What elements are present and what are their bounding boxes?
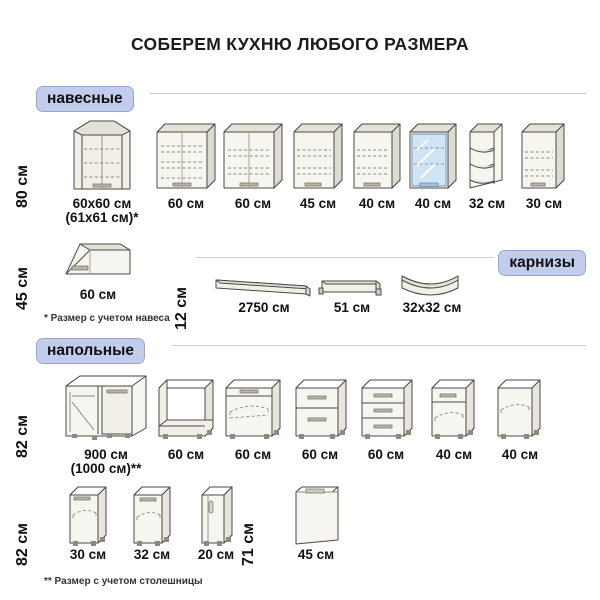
cabinet-base-open-60[interactable] [155, 376, 217, 444]
cabinet-caption-open-end-shelf-32: 32 см [468, 196, 506, 211]
section-header-floor: напольные [0, 338, 600, 364]
cornice-51[interactable] [318, 276, 384, 298]
cabinet-caption-base-narrow-32: 32 см [133, 547, 171, 562]
panel-door-45[interactable] [292, 484, 342, 550]
cabinet-caption-base-drawer-door-60: 60 см [234, 447, 272, 462]
cabinet-caption-wall-30: 30 см [525, 196, 563, 211]
section-divider-wall [150, 93, 586, 94]
cabinet-caption-base-narrow-30: 30 см [69, 547, 107, 562]
cabinet-corner-base-900[interactable] [62, 372, 150, 444]
footnote-floor: ** Размер с учетом столешницы [44, 576, 203, 587]
section-badge-wall[interactable]: навесные [36, 86, 134, 112]
cornice-2750[interactable] [214, 276, 314, 298]
cabinet-open-end-shelf-32[interactable] [464, 122, 510, 194]
footnote-wall: * Размер с учетом навеса [44, 313, 170, 324]
cornice-curved-32x32[interactable] [398, 272, 464, 300]
cornice-caption-51: 51 см [333, 300, 371, 315]
cabinet-caption-wall-45: 45 см [299, 196, 337, 211]
row-height-label-82-a: 82 см [14, 415, 31, 458]
section-divider-cornice [196, 257, 494, 258]
cabinet-caption-base-door-40: 40 см [501, 447, 539, 462]
row-height-label-71: 71 см [240, 523, 257, 566]
cabinet-wall-60-b[interactable] [222, 122, 284, 194]
cabinet-caption-base-drawer-door-40: 40 см [435, 447, 473, 462]
cabinet-base-door-40[interactable] [494, 376, 544, 444]
cabinet-caption-corner-base: 900 см (1000 см)** [70, 447, 142, 476]
cabinet-caption-wall-60-b: 60 см [234, 196, 272, 211]
cabinet-base-bottle-20[interactable] [194, 483, 238, 551]
cabinet-wall-liftup-60[interactable] [62, 236, 134, 284]
cabinet-caption-corner-wall: 60х60 см (61х61 см)* [65, 196, 139, 225]
cabinet-caption-wall-40: 40 см [358, 196, 396, 211]
cabinet-caption-base-open-60: 60 см [167, 447, 205, 462]
cabinet-corner-wall-60x60[interactable] [66, 117, 138, 195]
cabinet-wall-glass-40[interactable] [408, 122, 458, 194]
cabinet-base-narrow-32[interactable] [130, 483, 174, 551]
cabinet-base-narrow-30[interactable] [66, 483, 110, 551]
cabinet-base-3drawer-60[interactable] [358, 376, 416, 444]
cabinet-caption-base-2drawer-60: 60 см [301, 447, 339, 462]
cabinet-base-2drawer-60[interactable] [292, 376, 350, 444]
cabinet-caption-wall-60-a: 60 см [167, 196, 205, 211]
cabinet-caption-base-3drawer-60: 60 см [367, 447, 405, 462]
cornice-caption-32x32: 32х32 см [402, 300, 462, 315]
cabinet-wall-40[interactable] [352, 122, 402, 194]
row-height-label-80: 80 см [14, 165, 31, 208]
section-badge-cornice[interactable]: карнизы [498, 250, 586, 276]
cornice-caption-2750: 2750 см [238, 300, 290, 315]
section-badge-floor[interactable]: напольные [36, 338, 146, 364]
section-header-wall: навесные [0, 86, 600, 112]
cabinet-base-drawer-door-60[interactable] [222, 376, 284, 444]
row-height-label-82-b: 82 см [14, 523, 31, 566]
cabinet-caption-wall-liftup-60: 60 см [79, 287, 117, 302]
page-title: СОБЕРЕМ КУХНЮ ЛЮБОГО РАЗМЕРА [131, 34, 469, 54]
section-header-cornice: карнизы [0, 250, 600, 276]
cabinet-caption-wall-glass-40: 40 см [414, 196, 452, 211]
section-divider-floor [172, 345, 586, 346]
cabinet-caption-base-bottle-20: 20 см [197, 547, 235, 562]
panel-caption-45: 45 см [297, 547, 335, 562]
cabinet-wall-45[interactable] [292, 122, 344, 194]
cabinet-wall-30[interactable] [520, 122, 566, 194]
row-height-label-12: 12 см [173, 287, 190, 330]
cabinet-wall-60-a[interactable] [155, 122, 217, 194]
cabinet-base-drawer-door-40[interactable] [428, 376, 478, 444]
